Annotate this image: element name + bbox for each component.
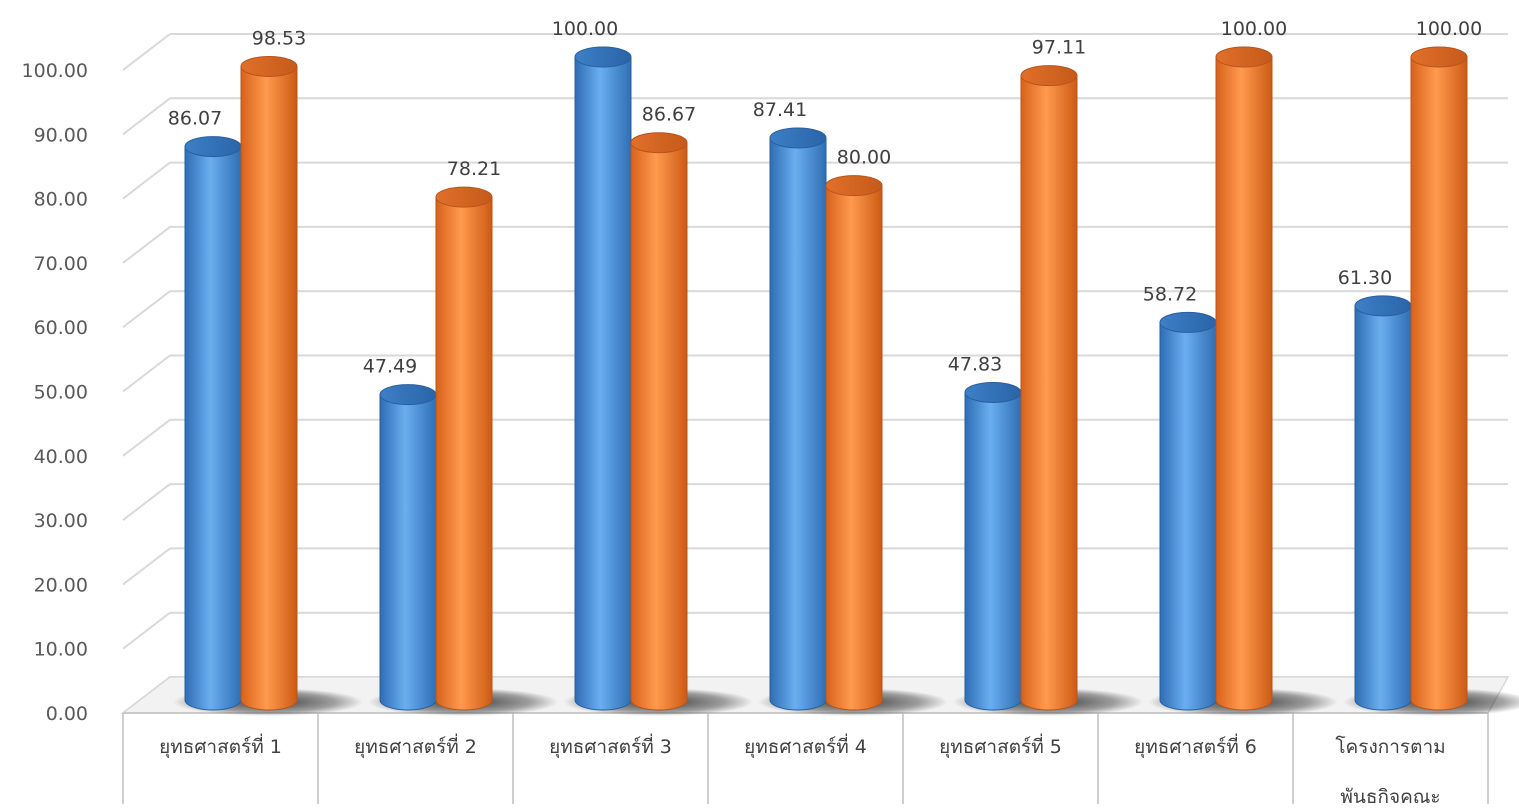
gridline-depth: [122, 33, 171, 71]
y-tick-label: 0.00: [46, 703, 88, 725]
bar-top: [379, 384, 437, 406]
data-label: 61.30: [1338, 267, 1392, 289]
bar-top: [240, 55, 298, 77]
gridline-depth: [122, 290, 171, 328]
bar-series-2: [630, 132, 688, 711]
y-tick-label: 80.00: [34, 189, 88, 211]
bar-body: [1354, 305, 1412, 711]
bar-body: [379, 394, 437, 711]
category-label: โครงการตาม: [1335, 735, 1445, 758]
bar-top: [964, 381, 1022, 403]
bar-top: [184, 136, 242, 158]
bar-top: [574, 46, 632, 68]
y-tick-label: 40.00: [34, 446, 88, 468]
bar-body: [1159, 321, 1217, 711]
gridline-depth: [122, 226, 171, 264]
data-label: 86.07: [168, 108, 222, 130]
bar-series-1: [964, 381, 1022, 711]
bar-body: [240, 65, 298, 711]
data-label: 100.00: [1221, 18, 1287, 40]
y-tick-label: 60.00: [34, 317, 88, 339]
category-label: ยุทธศาสตร์ที่ 5: [939, 733, 1062, 759]
bar-top: [1410, 46, 1468, 68]
category-label: พันธกิจคณะ: [1340, 786, 1440, 804]
gridline-depth: [122, 611, 171, 650]
bar-top: [1354, 295, 1412, 317]
bar-body: [630, 142, 688, 711]
data-label: 58.72: [1143, 283, 1197, 305]
data-labels: 86.07 98.53 47.49 78.21 100.00 86.67 87.41 80.0…: [168, 18, 1482, 378]
y-tick-label: 100.00: [22, 60, 88, 82]
data-label: 100.00: [1416, 18, 1482, 40]
data-label: 80.00: [837, 147, 891, 169]
data-label: 100.00: [552, 18, 618, 40]
bar-series-2: [240, 55, 298, 711]
bar-body: [574, 56, 632, 711]
gridline-depth: [122, 161, 171, 200]
bar-top: [769, 127, 827, 149]
data-label: 97.11: [1032, 37, 1086, 59]
y-tick-label: 70.00: [34, 253, 88, 275]
bar-top: [1215, 46, 1273, 68]
category-label: ยุทธศาสตร์ที่ 3: [549, 733, 672, 759]
bar-series-1: [379, 384, 437, 711]
data-label: 98.53: [252, 27, 306, 49]
y-tick-label: 50.00: [34, 382, 88, 404]
bar-body: [435, 196, 493, 711]
gridline-depth: [122, 547, 171, 586]
bar-series-1: [1354, 295, 1412, 711]
bar-body: [1020, 75, 1078, 711]
y-tick-label: 90.00: [34, 124, 88, 146]
y-tick-label: 30.00: [34, 510, 88, 532]
bar-top: [1159, 311, 1217, 333]
gridline-depth: [122, 354, 171, 393]
data-label: 47.83: [948, 353, 1002, 375]
gridline-depth: [122, 483, 171, 521]
bar-body: [1410, 56, 1468, 711]
category-label: ยุทธศาสตร์ที่ 6: [1134, 733, 1257, 759]
bar-series-2: [825, 175, 883, 711]
bar-top: [630, 132, 688, 154]
category-label: ยุทธศาสตร์ที่ 1: [159, 733, 282, 759]
gridline-depth: [122, 419, 171, 457]
bar-series-2: [1020, 65, 1078, 711]
gridline-depth: [122, 97, 171, 136]
data-label: 86.67: [642, 104, 696, 126]
bar-series-1: [769, 127, 827, 711]
bar-body: [769, 137, 827, 711]
bar-body: [964, 391, 1022, 711]
category-label: ยุทธศาสตร์ที่ 2: [354, 733, 477, 759]
bar-top: [825, 175, 883, 197]
bar-series-2: [1215, 46, 1273, 711]
bar-top: [1020, 65, 1078, 87]
bar-series-1: [1159, 311, 1217, 711]
bar-series-2: [1410, 46, 1468, 711]
bars: [184, 46, 1468, 711]
bar-body: [1215, 56, 1273, 711]
data-label: 78.21: [447, 158, 501, 180]
data-label: 87.41: [753, 99, 807, 121]
bar-body: [825, 185, 883, 711]
bar-body: [184, 146, 242, 711]
y-tick-label: 10.00: [34, 639, 88, 661]
category-label: ยุทธศาสตร์ที่ 4: [744, 733, 867, 759]
bar-series-1: [184, 136, 242, 711]
bar-top: [435, 186, 493, 208]
bar-series-2: [435, 186, 493, 711]
y-tick-label: 20.00: [34, 574, 88, 596]
data-label: 47.49: [363, 356, 417, 378]
bar-series-1: [574, 46, 632, 711]
